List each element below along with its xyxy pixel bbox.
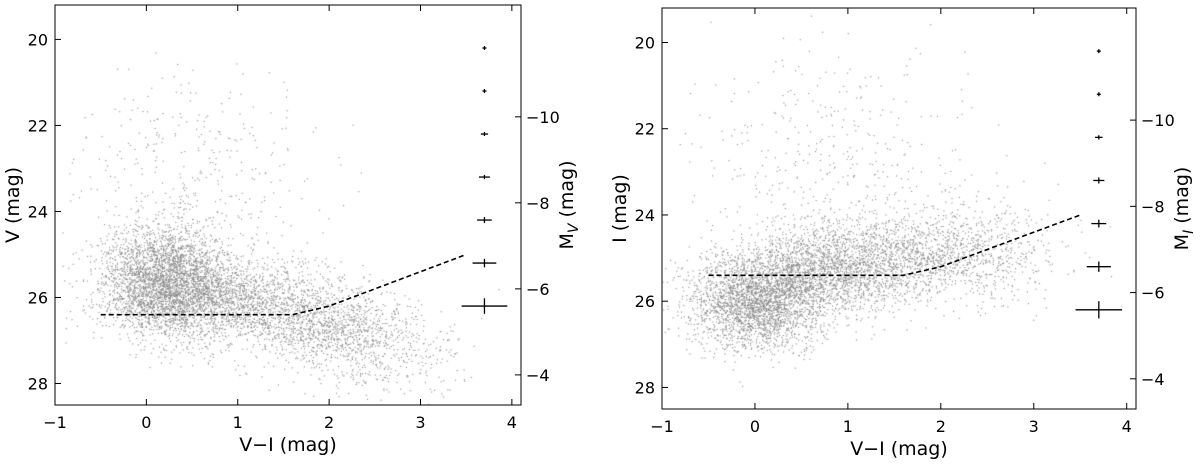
- completeness-line: [100, 253, 467, 316]
- y-tick-label: 20: [28, 30, 48, 49]
- y-tick-label: 22: [28, 116, 48, 135]
- x-tick-label: 1: [233, 413, 243, 432]
- y2-label-sub: V: [566, 222, 582, 233]
- error-bar-0: [482, 46, 487, 51]
- x-tick-label: 2: [324, 413, 334, 432]
- y2-axis-label: MI (mag): [1171, 167, 1197, 251]
- x-tick-label: 0: [750, 417, 760, 436]
- y2-label-suffix: (mag): [556, 160, 578, 223]
- x-tick-label: 3: [415, 413, 425, 432]
- y-axis-label: I (mag): [609, 174, 631, 243]
- x-tick-label: 2: [936, 417, 946, 436]
- error-bar-5: [472, 258, 497, 268]
- y2-tick-label: −8: [1141, 197, 1165, 216]
- x-tick-label: −1: [43, 413, 67, 432]
- plot-frame: [661, 7, 1137, 410]
- plot-frame: [54, 4, 522, 406]
- x-axis-label: V−I (mag): [850, 438, 948, 460]
- y-tick-label: 24: [635, 206, 655, 225]
- y2-label-sub: I: [1181, 230, 1197, 234]
- error-bar-3: [1093, 177, 1105, 184]
- y-tick-label: 28: [28, 374, 48, 393]
- y-axis-label: V (mag): [2, 167, 24, 243]
- error-bar-6: [461, 298, 508, 314]
- y2-axis-label: MV (mag): [556, 160, 582, 249]
- x-tick-label: 4: [1122, 417, 1132, 436]
- y-tick-label: 26: [28, 288, 48, 307]
- y-tick-label: 20: [635, 33, 655, 52]
- y2-tick-label: −10: [526, 108, 560, 127]
- y-tick-label: 24: [28, 202, 48, 221]
- completeness-line: [708, 214, 1081, 277]
- error-bar-3: [478, 174, 490, 180]
- error-bar-1: [482, 89, 487, 94]
- x-tick-label: 1: [843, 417, 853, 436]
- error-bar-1: [1096, 92, 1101, 97]
- y2-tick-label: −6: [1141, 284, 1165, 303]
- scatter-points: [662, 8, 1136, 409]
- error-bar-0: [1096, 49, 1101, 54]
- error-bar-4: [1091, 219, 1107, 228]
- x-axis-label: V−I (mag): [239, 434, 337, 456]
- error-bar-2: [1095, 135, 1103, 140]
- y-tick-label: 28: [635, 378, 655, 397]
- y2-tick-label: −4: [1141, 370, 1165, 389]
- y2-tick-label: −4: [526, 366, 550, 385]
- y2-tick-label: −6: [526, 280, 550, 299]
- y2-label-main: M: [556, 233, 578, 249]
- x-tick-label: −1: [650, 417, 674, 436]
- scatter-points: [55, 5, 521, 405]
- y2-tick-label: −10: [1141, 111, 1175, 130]
- x-tick-label: 0: [141, 413, 151, 432]
- y2-label-main: M: [1171, 234, 1193, 250]
- x-tick-label: 4: [507, 413, 517, 432]
- y2-tick-label: −8: [526, 194, 550, 213]
- error-bar-6: [1075, 301, 1123, 319]
- error-bar-2: [480, 132, 489, 137]
- y-tick-label: 26: [635, 292, 655, 311]
- x-tick-label: 3: [1029, 417, 1039, 436]
- error-bar-5: [1086, 261, 1111, 272]
- error-bar-4: [477, 217, 492, 224]
- y2-label-suffix: (mag): [1171, 167, 1193, 230]
- y-tick-label: 22: [635, 120, 655, 139]
